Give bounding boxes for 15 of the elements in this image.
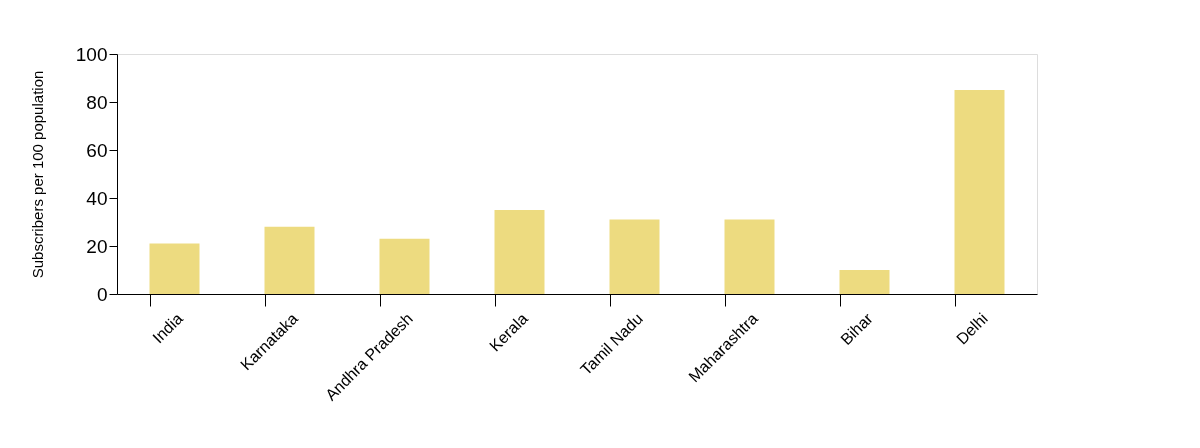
bar: [494, 210, 545, 294]
y-axis-title: Subscribers per 100 population: [28, 70, 46, 279]
y-tick-label: 100: [75, 43, 108, 65]
y-tick-label: 40: [86, 187, 108, 209]
bar: [264, 226, 315, 294]
bar: [379, 238, 430, 294]
bar: [724, 219, 775, 294]
y-tick-label: 20: [86, 235, 108, 257]
bar: [954, 90, 1005, 294]
bar: [609, 219, 660, 294]
y-tick-label: 80: [86, 91, 108, 113]
bar: [149, 243, 200, 294]
y-tick-label: 0: [96, 283, 108, 305]
y-tick-label: 60: [86, 139, 108, 161]
bar: [839, 270, 890, 294]
